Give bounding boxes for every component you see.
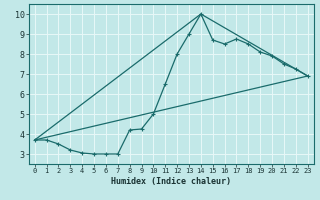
- X-axis label: Humidex (Indice chaleur): Humidex (Indice chaleur): [111, 177, 231, 186]
